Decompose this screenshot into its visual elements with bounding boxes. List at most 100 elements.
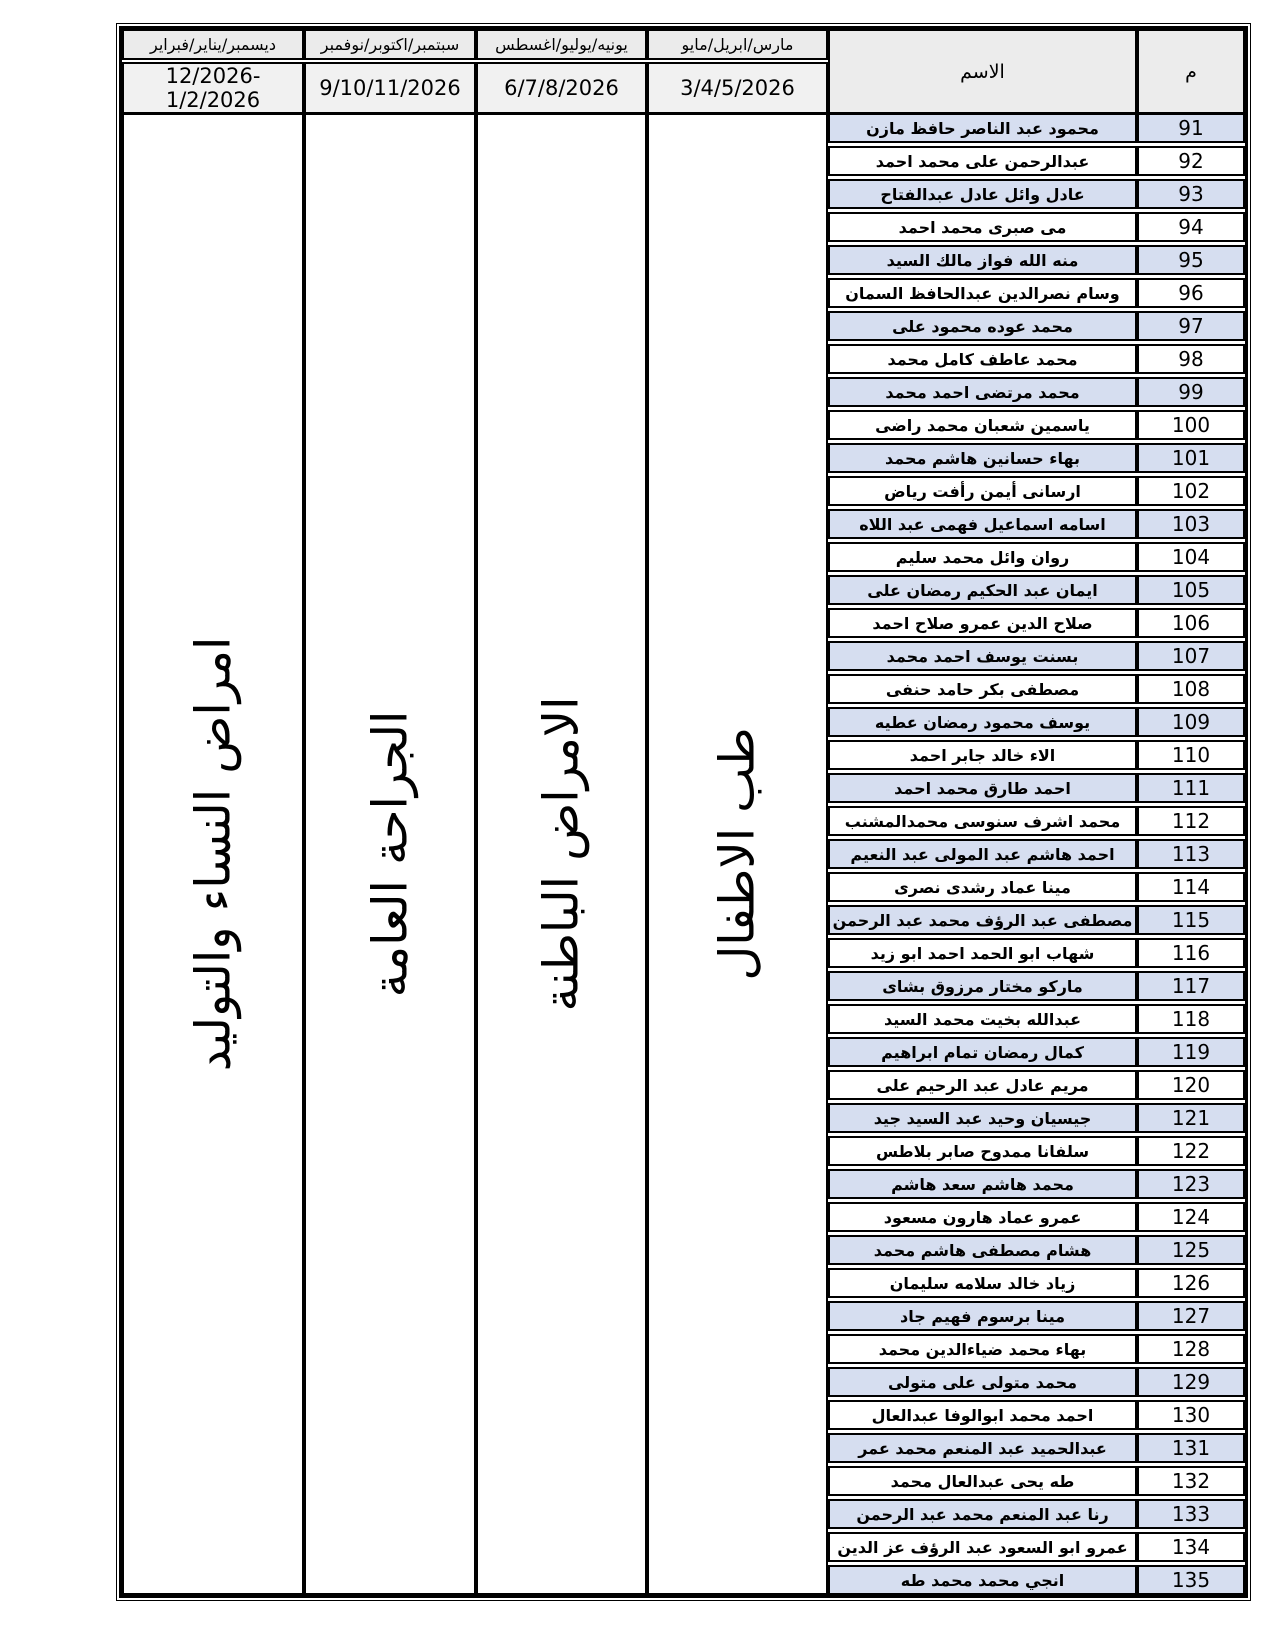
row-number-cell: 97 [1137,311,1245,341]
row-name-cell: سلفانا ممدوح صابر بلاطس [828,1136,1137,1166]
row-name-cell: مريم عادل عبد الرحيم على [828,1070,1137,1100]
row-number-cell: 132 [1137,1466,1245,1496]
period-header-sep-nov: سبتمبر/اكتوبر/نوفمبر 9/10/11/2026 [304,29,476,114]
row-name-cell: يوسف محمود رمضان عطيه [828,707,1137,737]
row-name-cell: عبدالله بخيت محمد السيد [828,1004,1137,1034]
row-number-cell: 135 [1137,1565,1245,1595]
row-name-cell: اسامه اسماعيل فهمى عبد اللاه [828,509,1137,539]
row-name-cell: هشام مصطفى هاشم محمد [828,1235,1137,1265]
name-column-header: الاسم [828,29,1137,114]
row-number-cell: 118 [1137,1004,1245,1034]
row-number-cell: 126 [1137,1268,1245,1298]
row-number-cell: 94 [1137,212,1245,242]
row-name-cell: مى صبرى محمد احمد [828,212,1137,242]
row-name-cell: مصطفى بكر حامد حنفى [828,674,1137,704]
row-name-cell: محمد اشرف سنوسى محمدالمشنب [828,806,1137,836]
row-name-cell: وسام نصرالدين عبدالحافظ السمان [828,278,1137,308]
row-number-cell: 110 [1137,740,1245,770]
row-name-cell: احمد طارق محمد احمد [828,773,1137,803]
table-header: م الاسم مارس/ابريل/مايو 3/4/5/2026 يونيه… [122,29,1245,114]
period-header-jun-aug: يونيه/يوليو/اغسطس 6/7/8/2026 [476,29,647,114]
row-name-cell: مينا برسوم فهيم جاد [828,1301,1137,1331]
row-name-cell: ماركو مختار مرزوق بشاى [828,971,1137,1001]
row-number-cell: 93 [1137,179,1245,209]
row-name-cell: عبدالحميد عبد المنعم محمد عمر [828,1433,1137,1463]
dates-label: 12/2026-1/2/2026 [122,62,304,114]
row-number-cell: 128 [1137,1334,1245,1364]
row-name-cell: محمود عبد الناصر حافظ مازن [828,113,1137,143]
dates-label: 9/10/11/2026 [304,62,476,114]
specialty-label: امراض النساء والتوليد [184,636,241,1072]
row-number-cell: 125 [1137,1235,1245,1265]
row-number-cell: 100 [1137,410,1245,440]
table-body: طب الاطفال الامراض الباطنة الجراحة العام… [122,113,1245,1595]
months-label: سبتمبر/اكتوبر/نوفمبر [304,29,476,60]
row-number-cell: 117 [1137,971,1245,1001]
row-number-cell: 123 [1137,1169,1245,1199]
row-name-cell: مينا عماد رشدى نصرى [828,872,1137,902]
row-name-cell: ياسمين شعبان محمد راضى [828,410,1137,440]
row-number-cell: 113 [1137,839,1245,869]
dates-label: 6/7/8/2026 [476,62,647,114]
row-name-cell: عادل وائل عادل عبدالفتاح [828,179,1137,209]
row-name-cell: محمد هاشم سعد هاشم [828,1169,1137,1199]
row-number-cell: 121 [1137,1103,1245,1133]
row-name-cell: محمد عاطف كامل محمد [828,344,1137,374]
num-column-header: م [1137,29,1245,114]
row-name-cell: شهاب ابو الحمد احمد ابو زيد [828,938,1137,968]
row-number-cell: 112 [1137,806,1245,836]
row-number-cell: 96 [1137,278,1245,308]
row-name-cell: جيسيان وحيد عبد السيد جيد [828,1103,1137,1133]
row-name-cell: ارسانى أيمن رأفت رياض [828,476,1137,506]
row-number-cell: 122 [1137,1136,1245,1166]
row-number-cell: 134 [1137,1532,1245,1562]
row-number-cell: 92 [1137,146,1245,176]
row-name-cell: محمد متولى على متولى [828,1367,1137,1397]
row-name-cell: انجي محمد محمد طه [828,1565,1137,1595]
row-name-cell: عمرو ابو السعود عبد الرؤف عز الدين [828,1532,1137,1562]
row-number-cell: 95 [1137,245,1245,275]
months-label: يونيه/يوليو/اغسطس [476,29,647,60]
row-name-cell: احمد محمد ابوالوفا عبدالعال [828,1400,1137,1430]
row-number-cell: 120 [1137,1070,1245,1100]
row-name-cell: طه يحى عبدالعال محمد [828,1466,1137,1496]
row-name-cell: روان وائل محمد سليم [828,542,1137,572]
row-name-cell: عبدالرحمن على محمد احمد [828,146,1137,176]
row-number-cell: 105 [1137,575,1245,605]
row-number-cell: 101 [1137,443,1245,473]
row-number-cell: 107 [1137,641,1245,671]
row-number-cell: 130 [1137,1400,1245,1430]
row-number-cell: 115 [1137,905,1245,935]
row-number-cell: 133 [1137,1499,1245,1529]
row-name-cell: منه الله فواز مالك السيد [828,245,1137,275]
row-number-cell: 106 [1137,608,1245,638]
row-name-cell: محمد مرتضى احمد محمد [828,377,1137,407]
period-header-dec-feb: ديسمبر/يناير/فبراير 12/2026-1/2/2026 [122,29,304,114]
row-name-cell: بهاء حسانين هاشم محمد [828,443,1137,473]
specialty-cell-pediatrics: طب الاطفال [647,113,828,1595]
months-label: مارس/ابريل/مايو [647,29,828,60]
row-number-cell: 129 [1137,1367,1245,1397]
row-number-cell: 124 [1137,1202,1245,1232]
row-number-cell: 111 [1137,773,1245,803]
row-number-cell: 131 [1137,1433,1245,1463]
specialty-label: طب الاطفال [709,727,766,981]
rotation-table: م الاسم مارس/ابريل/مايو 3/4/5/2026 يونيه… [115,22,1252,1602]
specialty-cell-general-surgery: الجراحة العامة [304,113,476,1595]
row-number-cell: 127 [1137,1301,1245,1331]
row-name-cell: محمد عوده محمود على [828,311,1137,341]
dates-label: 3/4/5/2026 [647,62,828,114]
row-number-cell: 108 [1137,674,1245,704]
row-name-cell: بسنت يوسف احمد محمد [828,641,1137,671]
specialty-cell-obgyn: امراض النساء والتوليد [122,113,304,1595]
row-name-cell: كمال رمضان تمام ابراهيم [828,1037,1137,1067]
row-name-cell: احمد هاشم عبد المولى عبد النعيم [828,839,1137,869]
row-number-cell: 99 [1137,377,1245,407]
row-name-cell: عمرو عماد هارون مسعود [828,1202,1137,1232]
specialty-cell-internal-medicine: الامراض الباطنة [476,113,647,1595]
row-name-cell: ايمان عبد الحكيم رمضان على [828,575,1137,605]
row-number-cell: 104 [1137,542,1245,572]
specialty-label: الجراحة العامة [362,710,418,998]
row-number-cell: 98 [1137,344,1245,374]
